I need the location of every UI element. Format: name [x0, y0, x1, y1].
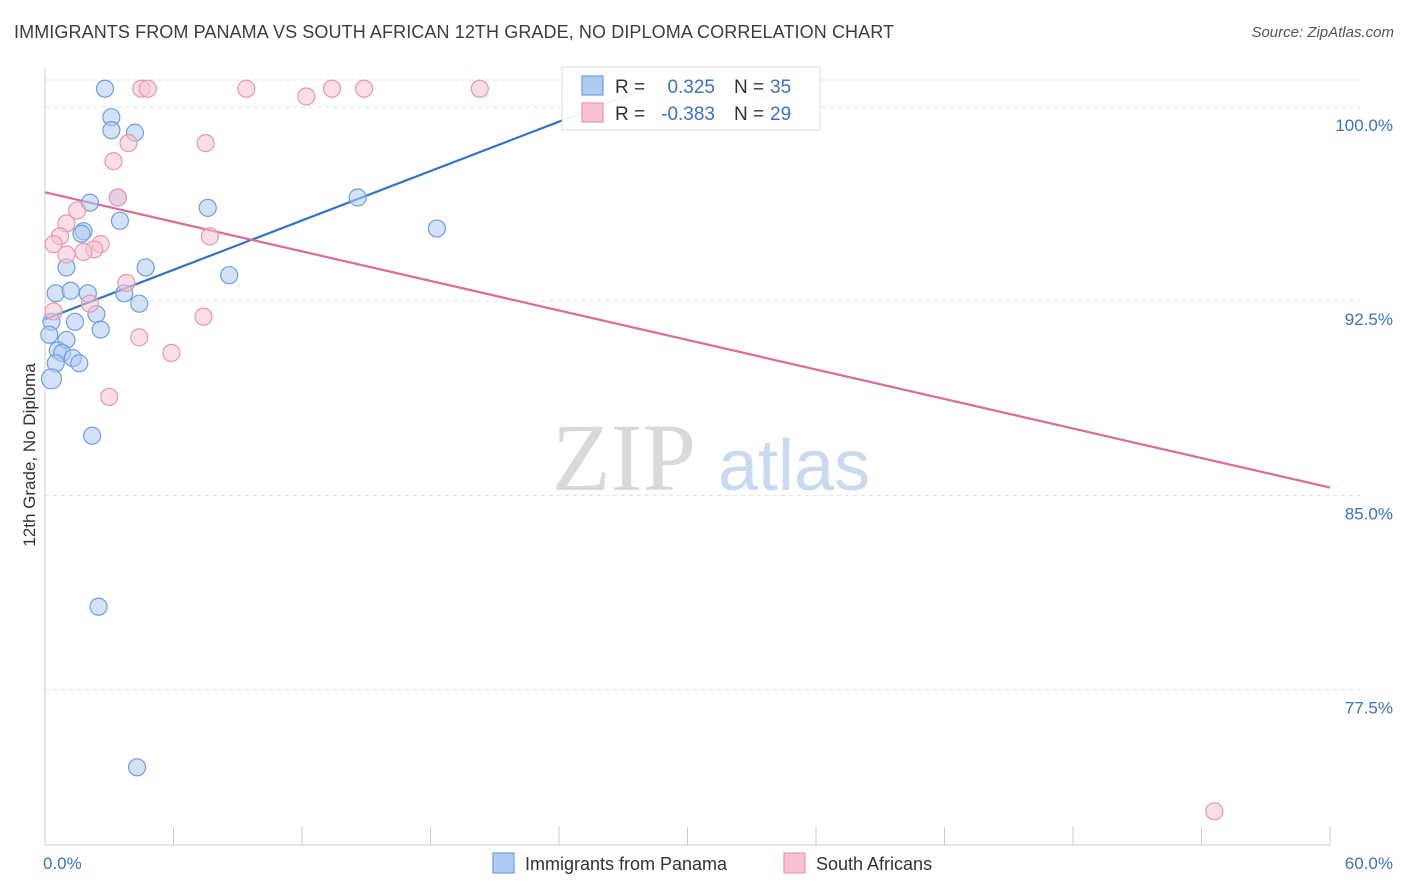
legend-box [561, 66, 821, 131]
y-tick-label: 85.0% [1345, 504, 1393, 523]
panama-point [40, 325, 59, 344]
watermark: ZIP atlas [552, 404, 870, 511]
panama-point [91, 320, 110, 339]
legend-label-panama: Immigrants from Panama [525, 854, 728, 874]
correlation-legend: R = 0.325 N = 35 R = -0.383 N = 29 [561, 66, 821, 131]
south-africans-point [130, 328, 149, 347]
south-africans-point [57, 245, 76, 264]
panama-point [89, 597, 108, 616]
south-africans-point [355, 79, 374, 98]
legend-n-value: 29 [770, 104, 791, 125]
legend-label-south-africans: South Africans [816, 854, 932, 874]
legend-r-label: R = [615, 104, 645, 125]
source-credit: Source: ZipAtlas.com [1251, 24, 1394, 41]
south-africans-point [162, 343, 181, 362]
chart-title: IMMIGRANTS FROM PANAMA VS SOUTH AFRICAN … [14, 22, 895, 42]
south-africans-point [119, 134, 138, 153]
data-points [40, 79, 1224, 821]
panama-point [72, 224, 91, 243]
south-africans-point [297, 87, 316, 106]
panama-point [95, 79, 115, 98]
south-africans-point [108, 188, 127, 207]
south-africans-point [44, 235, 63, 254]
y-tick-label: 92.5% [1345, 310, 1393, 329]
south-africans-point [200, 227, 220, 246]
panama-point [40, 368, 63, 390]
legend-n-label: N = [734, 77, 764, 98]
legend-r-value: 0.325 [667, 77, 715, 98]
legend-swatch-south-africans [783, 852, 806, 874]
panama-trendline [44, 87, 646, 321]
panama-point [136, 258, 155, 277]
panama-point [83, 426, 102, 445]
south-africans-point [100, 387, 119, 407]
x-tick-label: 0.0% [43, 854, 82, 873]
legend-n-value: 35 [770, 77, 791, 98]
legend-swatch-panama [492, 852, 515, 874]
south-africans-point [104, 152, 123, 171]
trendlines [44, 87, 1331, 489]
panama-point [70, 354, 89, 373]
legend-r-label: R = [615, 77, 645, 98]
south-africans-point [196, 134, 215, 153]
axis-labels: 77.5% 85.0% 92.5% 100.0% 0.0% 60.0% 12th Grade… [20, 116, 1393, 873]
y-axis-label: 12th Grade, No Diploma [20, 363, 39, 547]
y-tick-label: 100.0% [1335, 116, 1393, 135]
panama-point [102, 121, 121, 140]
panama-point [427, 219, 447, 238]
legend-r-value: -0.383 [661, 104, 715, 125]
south-africans-point [117, 273, 136, 293]
y-tick-label: 77.5% [1345, 699, 1393, 718]
south-africans-trendline [44, 191, 1331, 489]
gridlines [45, 79, 1360, 691]
series-legend: Immigrants from Panama South Africans [492, 852, 932, 874]
south-africans-point [44, 302, 63, 321]
legend-n-label: N = [734, 104, 764, 125]
panama-point [61, 281, 80, 300]
panama-point [220, 266, 239, 285]
panama-point [127, 758, 147, 777]
south-africans-point [1205, 802, 1224, 821]
south-africans-point [138, 79, 157, 98]
x-tick-label: 60.0% [1345, 854, 1393, 873]
panama-point [110, 211, 130, 230]
watermark-atlas: atlas [718, 426, 870, 506]
south-africans-point [237, 79, 256, 98]
south-africans-point [470, 79, 489, 98]
watermark-zip: ZIP [552, 404, 696, 511]
axes [44, 68, 1331, 846]
panama-point [46, 284, 65, 303]
panama-point [65, 312, 85, 331]
panama-point [348, 188, 367, 207]
south-africans-point [322, 79, 342, 98]
south-africans-point [194, 307, 213, 326]
panama-point [198, 198, 217, 217]
south-africans-point [68, 201, 87, 220]
panama-point [130, 294, 149, 313]
legend-swatch [581, 102, 604, 123]
south-africans-point [74, 242, 93, 261]
south-africans-point [80, 294, 100, 313]
legend-swatch [581, 75, 604, 96]
